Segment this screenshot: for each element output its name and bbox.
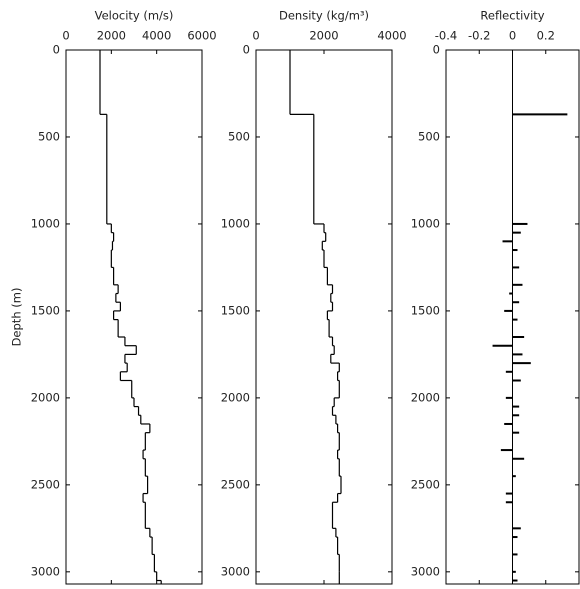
y-tick-label: 0 — [433, 43, 440, 57]
x-axis-title: Reflectivity — [480, 9, 544, 23]
y-tick-label: 2500 — [221, 477, 250, 491]
x-tick-label: 6000 — [187, 29, 216, 43]
y-tick-label: 2000 — [221, 390, 250, 404]
y-tick-label: 2500 — [411, 477, 440, 491]
y-tick-label: 0 — [53, 43, 60, 57]
y-tick-label: 3000 — [411, 564, 440, 578]
x-tick-label: 2000 — [309, 29, 338, 43]
y-tick-label: 1000 — [221, 216, 250, 230]
plot-frame — [255, 49, 393, 585]
y-tick-label: 500 — [418, 129, 440, 143]
y-tick-label: 500 — [228, 129, 250, 143]
y-tick-label: 1500 — [411, 303, 440, 317]
x-tick-label: 2000 — [97, 29, 126, 43]
y-tick-label: 1500 — [31, 303, 60, 317]
y-tick-label: 1000 — [31, 216, 60, 230]
x-tick-label: 4000 — [377, 29, 406, 43]
x-tick-label: 0 — [62, 29, 69, 43]
y-tick-label: 1500 — [221, 303, 250, 317]
y-tick-label: 500 — [38, 129, 60, 143]
x-tick-label: 4000 — [142, 29, 171, 43]
x-tick-label: 0 — [252, 29, 259, 43]
x-tick-label: -0.2 — [468, 29, 490, 43]
y-tick-label: 1000 — [411, 216, 440, 230]
y-axis-title: Depth (m) — [10, 288, 24, 347]
plot-frame — [65, 49, 203, 585]
y-tick-label: 2500 — [31, 477, 60, 491]
x-tick-label: -0.4 — [435, 29, 457, 43]
x-tick-label: 0 — [509, 29, 516, 43]
y-tick-label: 3000 — [221, 564, 250, 578]
y-tick-label: 3000 — [31, 564, 60, 578]
x-tick-label: 0.2 — [537, 29, 555, 43]
y-tick-label: 0 — [243, 43, 250, 57]
y-tick-label: 2000 — [31, 390, 60, 404]
x-axis-title: Velocity (m/s) — [95, 9, 174, 23]
y-tick-label: 2000 — [411, 390, 440, 404]
x-axis-title: Density (kg/m³) — [279, 9, 369, 23]
